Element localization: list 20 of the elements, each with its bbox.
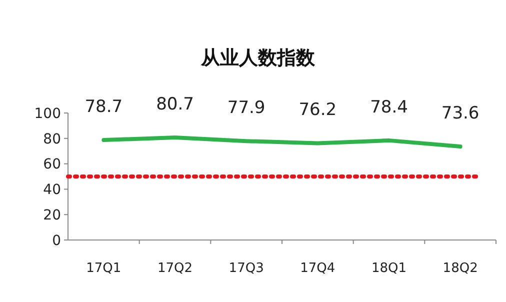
y-tick-label: 0 [52,232,61,249]
x-tick-label: 17Q3 [228,261,264,276]
data-label: 78.7 [84,97,123,118]
x-tick-label: 17Q4 [300,261,336,276]
x-tick-label: 18Q2 [442,261,478,276]
y-tick-label: 100 [34,106,61,122]
data-label: 80.7 [156,94,194,115]
data-label: 78.4 [370,97,408,118]
chart-title: 从业人数指数 [200,47,316,69]
y-tick-label: 40 [43,182,61,198]
data-label: 73.6 [441,104,480,124]
data-label: 77.9 [227,98,266,118]
y-tick-label: 60 [43,156,61,173]
y-tick-label: 20 [43,208,61,224]
y-tick-label: 80 [43,131,61,148]
line-series [102,136,462,149]
x-tick-label: 17Q2 [157,261,193,276]
x-tick-label: 17Q1 [86,261,122,276]
x-tick-label: 18Q1 [371,261,407,276]
data-label: 76.2 [298,100,337,120]
